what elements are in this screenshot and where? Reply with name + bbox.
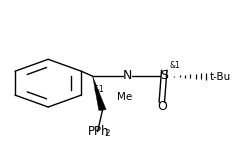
Text: &1: &1 <box>170 61 181 70</box>
Text: &1: &1 <box>94 85 105 94</box>
Text: S: S <box>160 69 168 82</box>
Text: N: N <box>123 69 132 82</box>
Text: 2: 2 <box>104 130 110 138</box>
Text: PPh: PPh <box>88 125 109 138</box>
Text: O: O <box>157 100 167 113</box>
Text: t-Bu: t-Bu <box>210 72 231 82</box>
Polygon shape <box>93 76 106 111</box>
Text: Me: Me <box>117 92 132 102</box>
